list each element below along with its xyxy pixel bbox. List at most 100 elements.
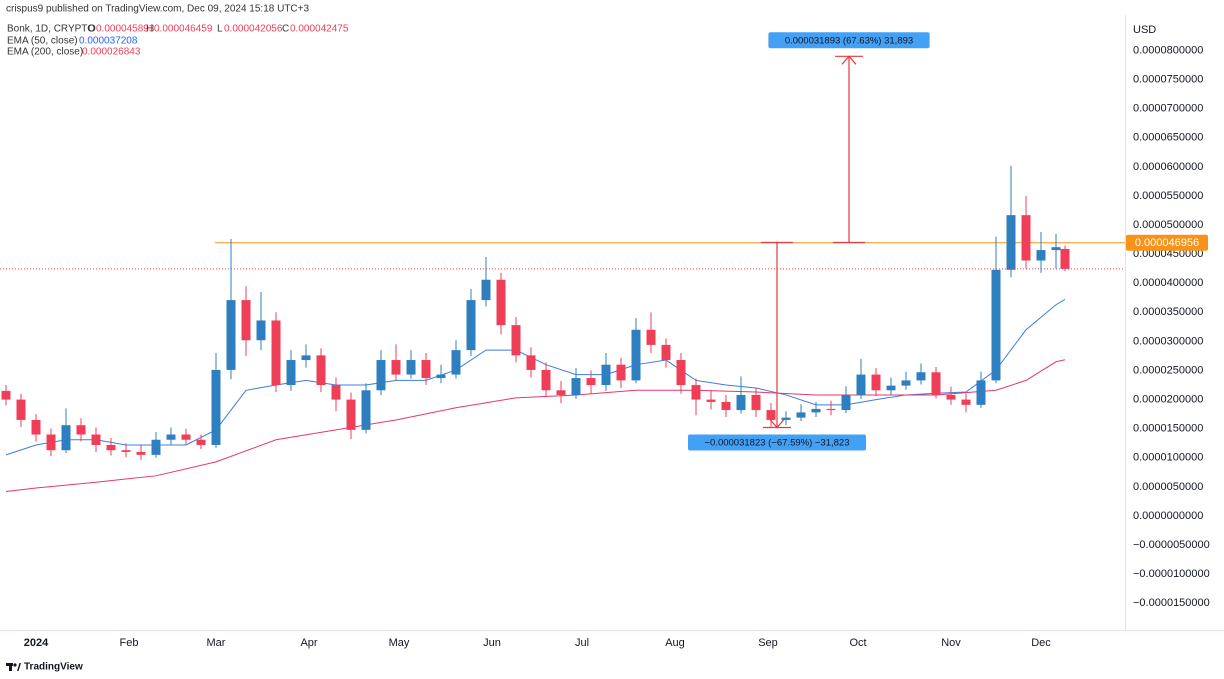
candle-body [256, 320, 266, 341]
candle-body [691, 385, 701, 400]
candle [646, 312, 656, 354]
y-tick-label: 0.0000000000 [1133, 510, 1203, 522]
measure-label-box [688, 434, 866, 451]
candle [676, 353, 686, 394]
x-tick-label: Dec [1031, 637, 1051, 649]
candle-body [241, 300, 251, 341]
ohlc-value: 0.000046459 [154, 24, 213, 35]
x-tick-label: Feb [120, 637, 139, 649]
ohlc-letter: C [282, 24, 289, 35]
candle [466, 289, 476, 356]
attribution: crispus9 published on TradingView.com, D… [6, 4, 309, 15]
candle-body [376, 360, 386, 391]
x-tick-label: Aug [665, 637, 685, 649]
candle [436, 364, 446, 384]
candle-body [181, 434, 191, 440]
y-tick-label: 0.0000750000 [1133, 73, 1203, 85]
measure-label: 0.000031893 (67.63%) 31,893 [785, 35, 913, 46]
candle [121, 443, 131, 458]
candle-body [61, 425, 71, 451]
y-tick-label: 0.0000500000 [1133, 219, 1203, 231]
candle [526, 347, 536, 378]
candle [496, 272, 506, 335]
candle [811, 401, 821, 418]
y-tick-label: 0.0000350000 [1133, 306, 1203, 318]
candle-body [1006, 215, 1016, 270]
candle-body [151, 439, 161, 455]
candle [736, 376, 746, 414]
candle-body [226, 300, 236, 370]
candle-body [301, 355, 311, 361]
candle [871, 368, 881, 397]
legend-value: 0.000037208 [79, 36, 138, 47]
candle [181, 428, 191, 445]
candle-body [541, 369, 551, 391]
candle-body [751, 394, 761, 411]
candle-body [196, 439, 206, 445]
candle [556, 380, 566, 404]
candle [991, 236, 1001, 384]
candle [961, 393, 971, 413]
y-tick-label: 0.0000650000 [1133, 132, 1203, 144]
candle [586, 370, 596, 394]
x-tick-label: Oct [849, 637, 866, 649]
candle [841, 386, 851, 413]
candle-body [931, 372, 941, 395]
candle-body [286, 360, 296, 386]
candle-body [916, 372, 926, 381]
candle [361, 383, 371, 434]
x-tick-label: 2024 [24, 637, 49, 649]
y-tick-label: 0.0000700000 [1133, 103, 1203, 115]
candle [886, 377, 896, 395]
candle [661, 338, 671, 368]
candle-body [16, 399, 26, 420]
candle-body [781, 417, 791, 420]
y-tick-label: 0.0000800000 [1133, 44, 1203, 56]
candle-body [421, 360, 431, 379]
candle-body [76, 425, 86, 435]
tv-logo [6, 663, 21, 671]
x-tick-label: Nov [941, 637, 961, 649]
candle [481, 257, 491, 307]
candle [226, 239, 236, 380]
candle [1006, 165, 1016, 278]
y-tick-label: 0.0000150000 [1133, 423, 1203, 435]
candle [691, 378, 701, 416]
candle [766, 403, 776, 428]
plot-area: 0.000031893 (67.63%) 31,893 −0.000031823 … [0, 32, 1125, 493]
measure-label: −0.000031823 (−67.59%) −31,823 [704, 438, 849, 449]
candle [1, 385, 11, 406]
candle [76, 418, 86, 442]
candle [706, 390, 716, 410]
candle [1036, 232, 1046, 273]
candle [856, 358, 866, 400]
legend-value: 0.000026843 [82, 47, 141, 58]
candle [301, 344, 311, 368]
candle [511, 316, 521, 363]
candle-body [91, 434, 101, 445]
ohlc-value: 0.000045893 [96, 24, 155, 35]
candle [796, 404, 806, 422]
x-tick-label: Mar [207, 637, 226, 649]
candle [916, 363, 926, 385]
y-tick-label: 0.0000550000 [1133, 190, 1203, 202]
candle-body [466, 300, 476, 351]
y-tick-label: 0.0000050000 [1133, 481, 1203, 493]
candle-body [946, 394, 956, 400]
y-tick-label: −0.0000150000 [1133, 597, 1210, 609]
measure: 0.000031893 (67.63%) 31,893 [768, 32, 930, 244]
y-tick-label: −0.0000050000 [1133, 539, 1210, 551]
y-tick-label: −0.0000100000 [1133, 568, 1210, 580]
candle [601, 353, 611, 391]
candle-body [901, 380, 911, 386]
candle [1051, 233, 1061, 269]
candle-body [121, 450, 131, 452]
y-tick-label: 0.0000450000 [1133, 248, 1203, 260]
candle [571, 368, 581, 400]
candle [286, 350, 296, 391]
candle-body [766, 410, 776, 420]
ohlc-letter: L [217, 24, 223, 35]
candle [781, 411, 791, 426]
candle-body [526, 355, 536, 370]
candle-body [271, 320, 281, 386]
